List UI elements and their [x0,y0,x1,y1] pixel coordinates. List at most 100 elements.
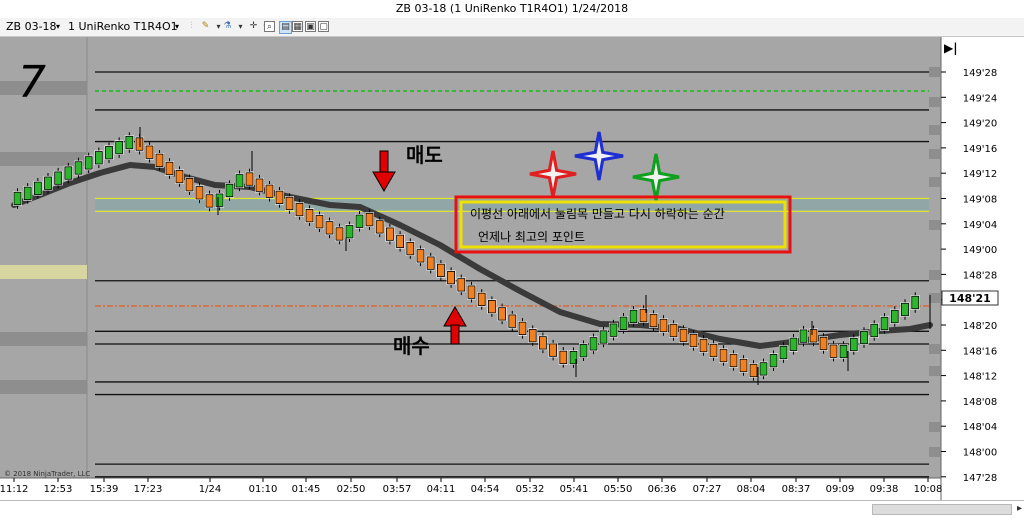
up-candle [789,337,798,351]
time-tick-label: 12:53 [44,484,73,495]
down-candle [689,333,698,348]
crosshair-icon[interactable]: ✛ [249,21,258,31]
down-candle [275,190,284,205]
up-candle [629,309,638,324]
current-price-marker: 148'21 [941,290,999,306]
buy-label: 매수 [393,334,430,358]
time-tick-label: 1/24 [199,484,221,495]
price-tick-label: 149'24 [963,93,998,104]
screenshot-icon[interactable]: ▢ [318,21,329,32]
time-tick-label: 02:50 [337,484,366,495]
horizontal-scrollbar[interactable]: ▸ [0,500,1024,518]
price-tick-label: 149'16 [963,144,998,155]
indicator-icon[interactable]: ⚗ [223,21,232,31]
down-candle [325,221,334,235]
drawing-tool-icon[interactable]: ✎ [201,21,210,31]
price-tick-label: 148'12 [963,372,998,383]
up-candle [799,329,808,343]
time-tick-label: 05:32 [516,484,545,495]
up-candle [235,174,244,188]
down-candle [649,313,658,328]
price-tick-label: 147'28 [963,473,998,484]
time-tick-label: 05:50 [604,484,633,495]
down-candle [659,318,668,333]
price-tick-label: 149'00 [963,245,998,256]
down-candle [255,178,264,192]
down-candle [467,285,476,299]
up-candle [44,176,52,190]
shaded-band [929,97,940,107]
price-chart[interactable]: 149'28 149'24 149'20 149'16 149'12 149'08 149'… [0,37,1024,500]
time-axis: 11:12 12:53 15:39 17:23 1/24 01:10 01:45 02:50 0… [0,478,942,495]
down-candle [829,344,838,358]
bar-type-icon[interactable]: ⫶ [190,21,193,31]
down-candle [528,328,537,343]
down-candle [457,278,466,292]
instrument-selector[interactable]: ZB 03-18 [6,20,57,33]
up-candle [890,309,899,324]
up-candle [880,316,889,331]
renko-candles [13,127,931,385]
down-candle [518,321,527,336]
shaded-band [929,270,940,280]
price-tick-label: 149'20 [963,119,998,130]
up-candle [125,135,134,150]
shaded-band [929,293,940,303]
chart-trader-icon[interactable]: ▤ [279,21,292,34]
price-tick-label: 148'20 [963,321,998,332]
scroll-right-icon[interactable]: ▸ [1016,503,1022,514]
down-candle [749,363,758,378]
up-candle [609,323,618,337]
down-candle [498,307,507,321]
properties-icon[interactable]: ▣ [305,21,316,32]
down-candle [447,270,456,285]
window-title: ZB 03-18 (1 UniRenko T1R4O1) 1/24/2018 [395,2,629,15]
annotation-line1: 이평선 아래에서 눌림목 만들고 다시 하락하는 순간 [470,207,725,221]
up-candle [225,183,234,198]
moving-average-line [11,162,933,349]
down-candle [365,212,374,227]
down-candle [335,227,344,241]
panel-number: 7 [18,57,46,108]
interval-selector[interactable]: 1 UniRenko T1R4O1 [68,20,178,33]
up-candle [779,345,788,360]
drawing-dropdown-icon[interactable]: ▾ [216,22,221,31]
down-candle [315,215,324,229]
up-candle [64,166,73,180]
price-tick-label: 149'12 [963,169,998,180]
down-candle [265,184,274,198]
interval-dropdown-icon[interactable]: ▾ [175,22,180,31]
down-candle [175,169,184,184]
shaded-band [929,149,940,159]
shaded-band [0,265,87,279]
chart-panel[interactable]: 149'28 149'24 149'20 149'16 149'12 149'08 149'… [0,37,1024,517]
down-candle [295,202,304,217]
time-tick-label: 04:54 [471,484,500,495]
shaded-band [0,81,87,95]
template-icon[interactable]: ▦ [292,21,303,32]
scroll-to-end-icon[interactable]: ▶| [944,41,958,55]
down-candle [385,227,394,241]
down-candle [549,343,557,357]
up-candle [345,225,354,239]
shaded-band [0,380,87,394]
time-tick-label: 11:12 [0,484,28,495]
price-tick-label: 148'04 [963,422,998,433]
chart-background [0,37,1024,500]
up-candle [860,330,868,345]
down-candle [416,249,425,263]
down-candle [145,145,154,159]
down-candle [155,153,164,167]
price-axis-background [941,37,1024,500]
annotation-line2: 언제나 최고의 포인트 [478,230,585,244]
time-tick-label: 03:57 [383,484,412,495]
down-candle [559,350,568,365]
indicator-dropdown-icon[interactable]: ▾ [238,22,243,31]
copyright-text: © 2018 NinjaTrader, LLC [4,470,90,478]
up-candle [569,350,578,365]
instrument-dropdown-icon[interactable]: ▾ [56,22,61,31]
zoom-icon[interactable]: ⌕ [264,21,275,32]
shaded-band [929,366,940,376]
price-tick-label: 149'08 [963,195,998,206]
scrollbar-thumb[interactable] [872,504,1012,515]
